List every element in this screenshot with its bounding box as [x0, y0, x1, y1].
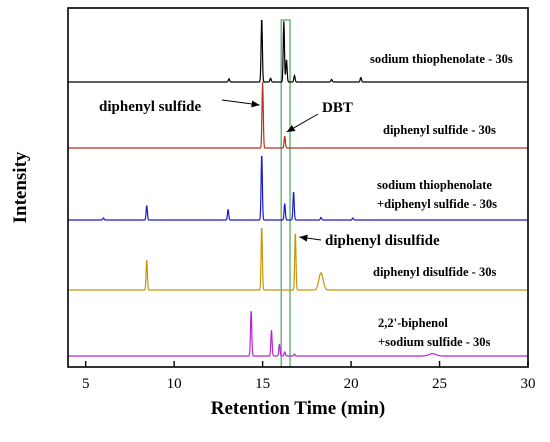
trace-label-3: diphenyl disulfide - 30s	[373, 265, 496, 279]
trace-label-2: sodium thiophenolate +diphenyl sulfide - …	[377, 178, 497, 211]
trace-label-line: diphenyl sulfide - 30s	[383, 123, 496, 137]
x-tick-label: 25	[432, 376, 447, 392]
trace-label-line: sodium thiophenolate - 30s	[370, 52, 513, 66]
series-traces: sodium thiophenolate - 30s diphenyl sulfi…	[68, 19, 528, 357]
trace-label-line: diphenyl disulfide - 30s	[373, 265, 496, 279]
arrowhead-dbt	[286, 124, 296, 132]
trace-line-2	[68, 156, 528, 221]
trace-label-1: diphenyl sulfide - 30s	[383, 123, 496, 137]
trace-label-4: 2,2'-biphenol +sodium sulfide - 30s	[378, 316, 490, 349]
trace-line-3	[68, 227, 528, 291]
trace-line-4	[68, 311, 528, 357]
x-tick-label: 5	[82, 376, 90, 392]
trace-label-line: +diphenyl sulfide - 30s	[377, 197, 497, 211]
trace-label-0: sodium thiophenolate - 30s	[370, 52, 513, 66]
plot-frame	[67, 7, 529, 368]
arrowhead-diphenyl-sulfide	[251, 100, 260, 108]
trace-label-line: sodium thiophenolate	[377, 178, 492, 192]
trace-label-line: 2,2'-biphenol	[378, 316, 448, 330]
annotation-dbt: DBT	[322, 100, 353, 116]
trace-line-0	[68, 19, 528, 83]
trace-line-1	[68, 81, 528, 149]
x-tick-label: 30	[521, 376, 536, 392]
trace-label-line: +sodium sulfide - 30s	[378, 335, 490, 349]
x-tick-label: 20	[344, 376, 359, 392]
y-axis-title: Intensity	[10, 151, 31, 223]
annotation-diphenyl-disulfide: diphenyl disulfide	[325, 233, 440, 249]
x-tick-label: 15	[255, 376, 270, 392]
x-axis-ticks: 5 10 15 20 25 30	[82, 361, 536, 392]
x-tick-label: 10	[167, 376, 182, 392]
x-axis-title: Retention Time (min)	[211, 398, 386, 419]
arrowhead-diphenyl-disulfide	[299, 234, 308, 242]
peak-annotations: diphenyl sulfide DBT diphenyl disulfide	[99, 99, 440, 249]
annotation-diphenyl-sulfide: diphenyl sulfide	[99, 99, 201, 115]
